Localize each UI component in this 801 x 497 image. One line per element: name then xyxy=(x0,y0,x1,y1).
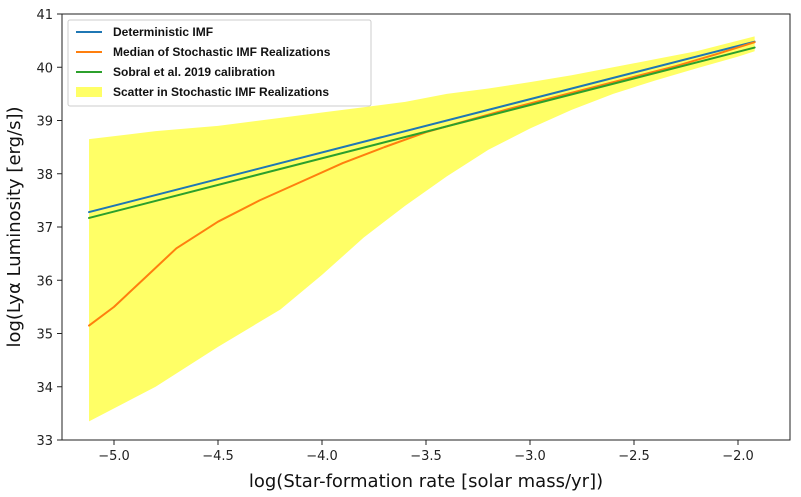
x-ticks: −5.0 −4.5 −4.0 −3.5 −3.0 −2.5 −2.0 xyxy=(98,440,754,464)
x-tick-label: −4.0 xyxy=(306,449,338,464)
legend-label: Median of Stochastic IMF Realizations xyxy=(113,45,331,59)
y-tick-label: 36 xyxy=(36,274,53,289)
legend-box xyxy=(67,19,372,107)
y-tick-label: 39 xyxy=(36,115,53,130)
sobral-calibration-line xyxy=(88,46,756,219)
y-ticks: 33 34 35 36 37 38 39 40 41 xyxy=(36,8,62,449)
legend-sobral-calibration: Sobral et al. 2019 calibration xyxy=(76,65,275,79)
y-tick-label: 35 xyxy=(36,328,53,343)
legend-label: Sobral et al. 2019 calibration xyxy=(113,65,275,79)
y-tick-label: 34 xyxy=(36,381,53,396)
x-tick-label: −3.0 xyxy=(514,449,546,464)
scatter-band-layer xyxy=(89,36,755,422)
legend: Deterministic IMF Median of Stochastic IM… xyxy=(67,19,372,107)
legend-label: Deterministic IMF xyxy=(113,25,213,39)
legend-items: Deterministic IMF Median of Stochastic IM… xyxy=(76,25,331,99)
stochastic-median-line xyxy=(88,41,756,327)
x-tick-label: −4.5 xyxy=(202,449,234,464)
series-layer xyxy=(88,40,756,327)
deterministic-imf-line xyxy=(88,40,756,214)
legend-swatch xyxy=(76,87,102,97)
y-tick-label: 38 xyxy=(36,168,53,183)
scatter-band xyxy=(89,36,755,422)
legend-scatter-band: Scatter in Stochastic IMF Realizations xyxy=(76,85,329,99)
legend-label: Scatter in Stochastic IMF Realizations xyxy=(113,85,329,99)
x-axis-title: log(Star-formation rate [solar mass/yr]) xyxy=(249,471,603,492)
y-tick-label: 41 xyxy=(36,8,53,23)
x-tick-label: −5.0 xyxy=(98,449,130,464)
y-tick-label: 40 xyxy=(36,61,53,76)
y-axis-title: log(Lyα Luminosity [erg/s]) xyxy=(4,106,25,347)
y-tick-label: 37 xyxy=(36,221,53,236)
x-tick-label: −2.0 xyxy=(722,449,754,464)
legend-stochastic-median: Median of Stochastic IMF Realizations xyxy=(76,45,331,59)
x-tick-label: −3.5 xyxy=(410,449,442,464)
x-tick-label: −2.5 xyxy=(618,449,650,464)
y-tick-label: 33 xyxy=(36,434,53,449)
legend-deterministic-imf: Deterministic IMF xyxy=(76,25,213,39)
